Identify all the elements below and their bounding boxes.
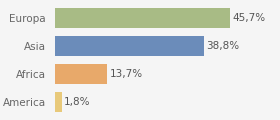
Text: 38,8%: 38,8% [206,41,239,51]
Text: 13,7%: 13,7% [110,69,143,79]
Text: 45,7%: 45,7% [232,13,265,23]
Text: 1,8%: 1,8% [64,97,91,107]
Bar [55,8,230,28]
Bar [55,36,204,56]
Bar [55,92,62,112]
Bar [55,64,108,84]
